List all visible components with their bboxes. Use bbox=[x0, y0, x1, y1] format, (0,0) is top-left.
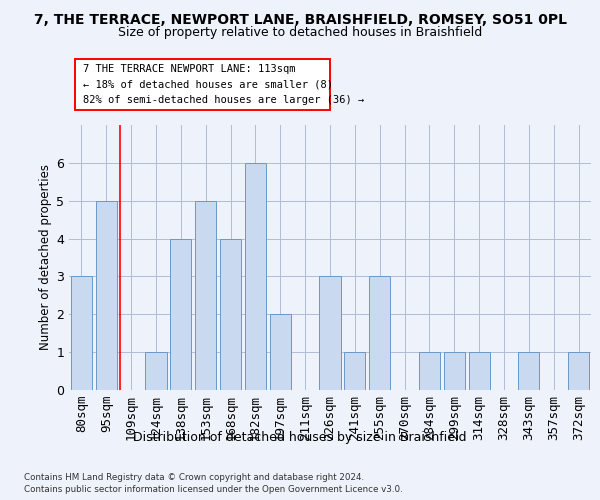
Text: Distribution of detached houses by size in Braishfield: Distribution of detached houses by size … bbox=[133, 431, 467, 444]
Bar bbox=[96, 200, 117, 390]
Bar bbox=[245, 163, 266, 390]
Text: ← 18% of detached houses are smaller (8): ← 18% of detached houses are smaller (8) bbox=[83, 80, 333, 90]
Bar bbox=[518, 352, 539, 390]
Bar bbox=[220, 238, 241, 390]
Bar bbox=[270, 314, 291, 390]
Text: 7 THE TERRACE NEWPORT LANE: 113sqm: 7 THE TERRACE NEWPORT LANE: 113sqm bbox=[83, 64, 295, 74]
Bar bbox=[319, 276, 341, 390]
Text: 7, THE TERRACE, NEWPORT LANE, BRAISHFIELD, ROMSEY, SO51 0PL: 7, THE TERRACE, NEWPORT LANE, BRAISHFIEL… bbox=[34, 12, 566, 26]
Bar bbox=[145, 352, 167, 390]
Text: Size of property relative to detached houses in Braishfield: Size of property relative to detached ho… bbox=[118, 26, 482, 39]
Bar bbox=[568, 352, 589, 390]
Text: Contains public sector information licensed under the Open Government Licence v3: Contains public sector information licen… bbox=[24, 485, 403, 494]
Bar bbox=[369, 276, 390, 390]
Bar bbox=[344, 352, 365, 390]
Text: 82% of semi-detached houses are larger (36) →: 82% of semi-detached houses are larger (… bbox=[83, 95, 364, 105]
Bar bbox=[195, 200, 216, 390]
Bar bbox=[71, 276, 92, 390]
Bar bbox=[170, 238, 191, 390]
Bar bbox=[419, 352, 440, 390]
Bar bbox=[469, 352, 490, 390]
Bar bbox=[444, 352, 465, 390]
Text: Contains HM Land Registry data © Crown copyright and database right 2024.: Contains HM Land Registry data © Crown c… bbox=[24, 472, 364, 482]
Y-axis label: Number of detached properties: Number of detached properties bbox=[39, 164, 52, 350]
